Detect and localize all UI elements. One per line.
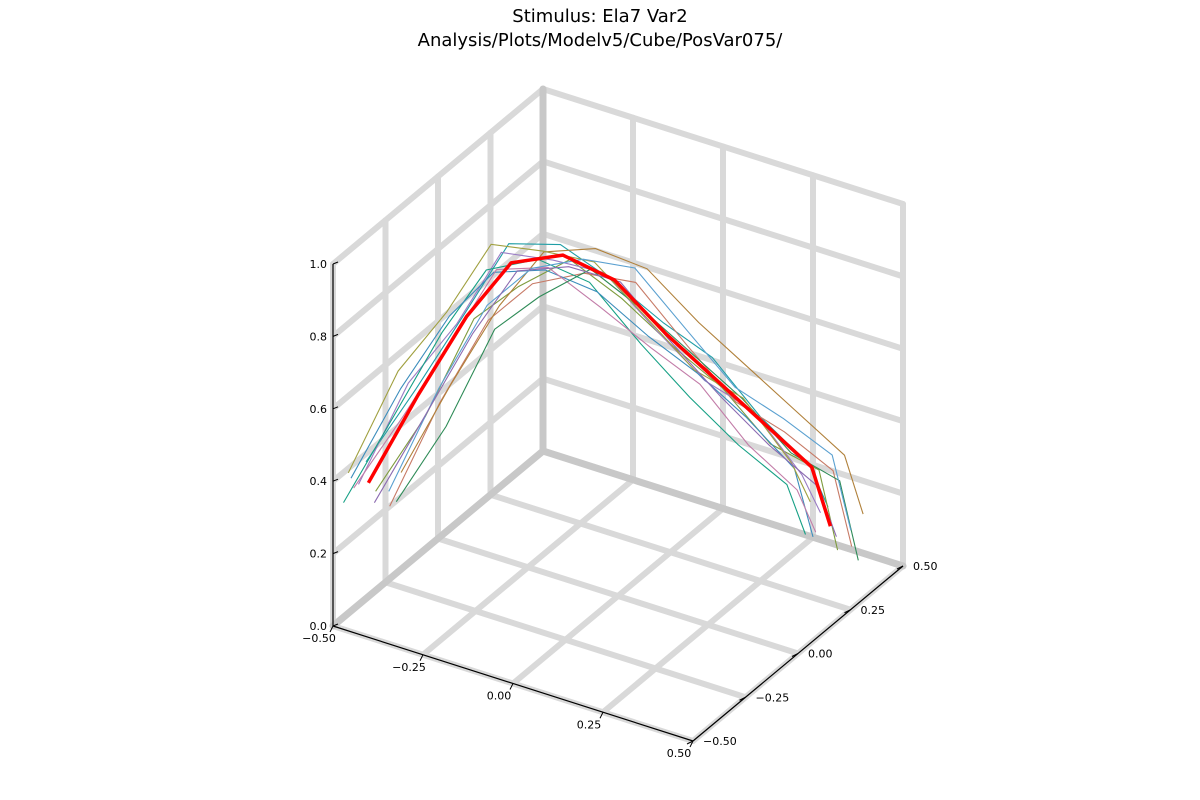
z-tick-label: 0.2: [310, 548, 328, 561]
z-tick-label: 1.0: [310, 258, 328, 271]
y-tick-label: 0.25: [861, 604, 886, 617]
series-line: [389, 272, 853, 547]
backwall-grid-z: [540, 230, 906, 352]
z-tick-mark: [332, 478, 339, 482]
x-tick-mark: [599, 712, 604, 719]
leftwall-grid-z: [330, 375, 546, 557]
floor-grid-y: [382, 579, 749, 701]
series-line: [350, 269, 814, 538]
z-tick-label: 0.4: [310, 475, 328, 488]
chart-title: Stimulus: Ela7 Var2: [512, 6, 688, 27]
series-line: [373, 266, 837, 537]
y-tick-mark: [844, 609, 851, 614]
leftwall-grid-z: [330, 86, 546, 267]
y-tick-mark: [896, 565, 904, 570]
series-lines: [343, 243, 864, 561]
tick-labels: −0.50 −0.25 0.00 0.25 0.50 −0.50 −0.25 0.00 0.25…: [302, 258, 937, 760]
x-tick-label: 0.50: [667, 747, 692, 760]
x-tick-mark: [689, 740, 694, 748]
leftwall-grid-z: [330, 230, 546, 412]
y-tick-mark: [791, 653, 799, 657]
backwall-grid-z: [540, 375, 906, 497]
y-tick-label: 0.00: [808, 648, 833, 661]
x-tick-label: −0.25: [392, 661, 426, 674]
backwall-grid-z: [540, 86, 906, 207]
x-tick-label: 0.25: [577, 718, 602, 731]
y-tick-mark: [739, 696, 746, 701]
z-tick-label: 0.8: [310, 330, 328, 343]
z-tick-mark: [332, 551, 339, 555]
x-tick-label: −0.50: [302, 632, 336, 645]
x-tick-mark: [509, 683, 514, 690]
z-tick-mark: [332, 623, 339, 627]
highlight-series-line: [366, 253, 833, 527]
y-tick-label: −0.25: [756, 691, 790, 704]
back-grid: [329, 85, 907, 744]
series-line: [375, 258, 839, 551]
left-floor-edge: [329, 447, 547, 630]
series-line: [388, 258, 852, 531]
leftwall-grid-z: [330, 158, 546, 340]
backwall-grid-z: [540, 158, 906, 280]
x-tick-mark: [329, 625, 334, 633]
series-line: [400, 248, 864, 515]
floor-grid-y: [435, 535, 801, 657]
chart-axes: [329, 261, 904, 748]
x-tick-mark: [419, 654, 424, 661]
y-tick-mark: [686, 740, 694, 745]
z-tick-mark: [332, 333, 339, 337]
back-floor-edge: [539, 447, 907, 570]
floor-grid-y: [487, 491, 854, 613]
series-line: [343, 258, 807, 535]
y-tick-label: 0.50: [913, 560, 938, 573]
z-tick-mark: [332, 261, 339, 265]
z-tick-mark: [332, 406, 339, 410]
backwall-grid-z: [540, 303, 906, 425]
chart-subtitle: Analysis/Plots/Modelv5/Cube/PosVar075/: [417, 30, 783, 51]
x-tick-label: 0.00: [487, 690, 512, 703]
highlight-series: [366, 253, 833, 527]
z-tick-label: 0.0: [310, 620, 328, 633]
y-tick-label: −0.50: [703, 735, 737, 748]
z-tick-label: 0.6: [310, 403, 328, 416]
